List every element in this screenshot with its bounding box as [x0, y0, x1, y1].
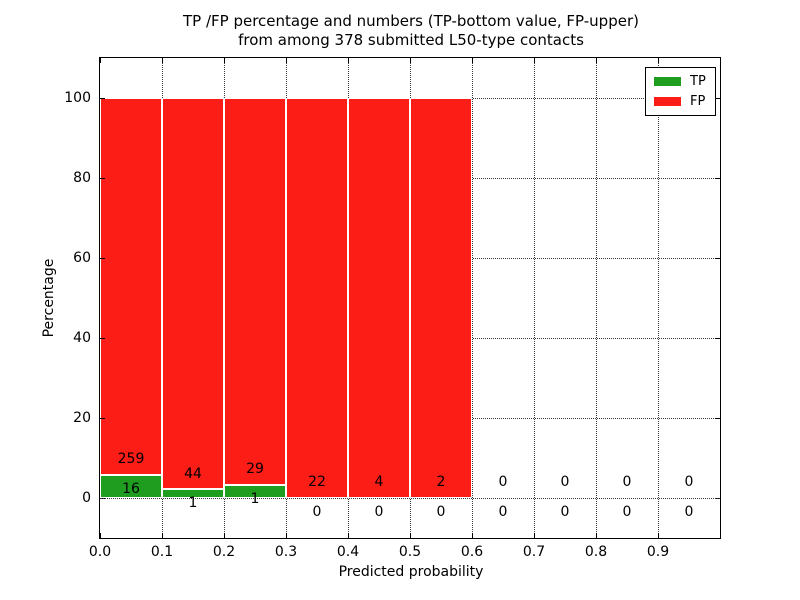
plot-area: 259 16 44 1 29 1 22 0 4 0 2 0 0 0 0 0 0 0 0 0 0.0 0.1 0.2 0.3 0.… [64, 57, 721, 560]
bar-fp-segment [410, 98, 472, 498]
tp-count-label: 0 [312, 504, 322, 520]
y-tick-mark [100, 338, 105, 339]
x-tick-mark [410, 533, 411, 538]
x-tick-mark [596, 533, 597, 538]
fp-color-swatch [654, 97, 681, 106]
tp-count-label: 16 [122, 480, 140, 497]
tp-count-label: 1 [188, 495, 198, 512]
x-tick-mark-top [658, 58, 659, 63]
bar-fp-segment [100, 98, 162, 475]
x-tick-mark-top [224, 58, 225, 63]
tp-count-label: 0 [436, 504, 446, 520]
bar-fp-segment [348, 98, 410, 498]
y-tick-label: 20 [73, 410, 91, 426]
chart-title-line1: TP /FP percentage and numbers (TP-bottom… [183, 12, 639, 30]
x-tick-label: 0.7 [522, 544, 546, 560]
x-tick-label: 0.2 [212, 544, 236, 560]
x-tick-mark-top [720, 58, 721, 63]
y-tick-mark [100, 178, 105, 179]
bar-fp-segment [162, 98, 224, 490]
x-tick-mark [162, 533, 163, 538]
y-tick-mark [100, 418, 105, 419]
bar-fp-segment [224, 98, 286, 485]
bar-fp-segment [286, 98, 348, 498]
bar-tp-segment [162, 489, 224, 498]
tp-count-label: 0 [374, 504, 384, 520]
y-tick-mark [100, 98, 105, 99]
x-tick-label: 0.9 [646, 544, 670, 560]
x-tick-label: 0.5 [398, 544, 422, 560]
x-tick-label: 0.3 [274, 544, 298, 560]
gridline-x-0.6 [472, 58, 473, 538]
chart-title-line2: from among 378 submitted L50-type contac… [238, 31, 584, 49]
x-tick-mark [720, 533, 721, 538]
x-tick-label: 0.0 [88, 544, 112, 560]
fp-count-label: 4 [374, 474, 384, 491]
y-tick-mark-right [715, 98, 720, 99]
y-tick-label: 60 [73, 250, 91, 266]
x-tick-mark-top [286, 58, 287, 63]
legend-label-tp: TP [690, 74, 706, 89]
legend-label-fp: FP [690, 94, 706, 109]
legend-item-tp: TP [654, 75, 706, 88]
fp-count-label: 44 [184, 465, 202, 482]
tp-count-label: 0 [498, 504, 508, 520]
tp-count-label: 0 [622, 504, 632, 520]
legend-item-fp: FP [654, 95, 706, 108]
fp-count-label: 259 [117, 451, 145, 468]
y-tick-mark-right [715, 338, 720, 339]
y-tick-label: 0 [82, 490, 91, 506]
y-axis-label: Percentage [41, 258, 57, 338]
gridline-x-0.9 [658, 58, 659, 538]
x-tick-mark [348, 533, 349, 538]
y-tick-mark-right [715, 418, 720, 419]
fp-count-label: 0 [560, 474, 570, 491]
bar-tp-segment [224, 484, 286, 498]
tp-count-label: 1 [250, 490, 260, 507]
y-tick-label: 40 [73, 330, 91, 346]
x-tick-mark-top [162, 58, 163, 63]
x-tick-mark-top [596, 58, 597, 63]
fp-count-label: 0 [498, 474, 508, 491]
fp-count-label: 0 [622, 474, 632, 491]
tp-count-label: 0 [560, 504, 570, 520]
x-tick-mark [224, 533, 225, 538]
x-tick-mark-top [534, 58, 535, 63]
x-tick-mark-top [348, 58, 349, 63]
gridline-x-0.8 [596, 58, 597, 538]
x-tick-mark [658, 533, 659, 538]
fp-count-label: 22 [308, 474, 326, 491]
x-tick-mark-top [472, 58, 473, 63]
x-tick-mark-top [100, 58, 101, 63]
fp-count-label: 29 [246, 461, 264, 478]
x-tick-label: 0.4 [336, 544, 360, 560]
tp-count-label: 0 [684, 504, 694, 520]
x-tick-mark [286, 533, 287, 538]
legend: TP FP [645, 67, 716, 116]
x-tick-label: 0.6 [460, 544, 484, 560]
x-tick-mark [534, 533, 535, 538]
x-tick-label: 0.8 [584, 544, 608, 560]
fp-count-label: 0 [684, 474, 694, 491]
gridline-x-0.7 [534, 58, 535, 538]
gridline-y-0 [100, 498, 720, 499]
y-tick-label: 80 [73, 170, 91, 186]
fp-count-label: 2 [436, 474, 446, 491]
bar-tp-segment [100, 474, 162, 498]
x-tick-label: 0.1 [150, 544, 174, 560]
x-axis-label: Predicted probability [338, 564, 484, 580]
tp-color-swatch [654, 77, 681, 86]
y-tick-mark-right [715, 258, 720, 259]
x-tick-mark [472, 533, 473, 538]
x-tick-mark [100, 533, 101, 538]
y-tick-label: 100 [64, 90, 91, 106]
x-tick-mark-top [410, 58, 411, 63]
y-tick-mark [100, 258, 105, 259]
y-tick-mark-right [715, 178, 720, 179]
